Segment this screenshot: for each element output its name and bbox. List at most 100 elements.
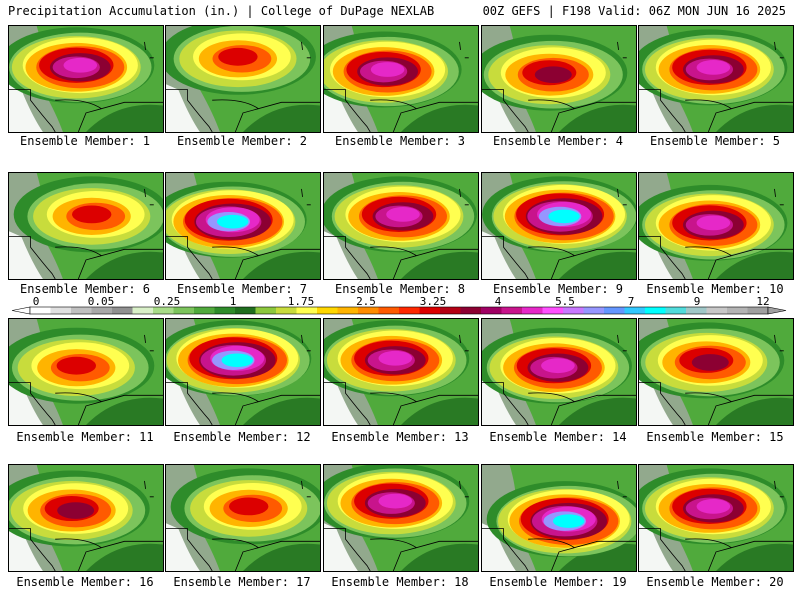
- border-line: [707, 401, 732, 425]
- precip-map: [639, 319, 793, 425]
- border-line: [685, 392, 793, 403]
- border-line: [166, 528, 213, 571]
- border-line: [77, 108, 102, 132]
- border-line: [639, 528, 686, 571]
- border-line: [550, 255, 575, 279]
- colorbar-swatch: [399, 307, 420, 314]
- precip-contour: [378, 350, 413, 366]
- member-label: Ensemble Member: 8: [334, 282, 466, 296]
- precip-map: [9, 26, 163, 132]
- colorbar-swatch: [132, 307, 154, 314]
- border-line: [528, 392, 636, 403]
- colorbar-tick-label: 7: [628, 296, 635, 308]
- precip-contour: [696, 60, 731, 75]
- border-line: [528, 246, 636, 257]
- precip-contour: [72, 205, 112, 224]
- border-line: [707, 547, 732, 571]
- colorbar-tick-label: 3.25: [420, 296, 447, 308]
- precip-contour: [548, 209, 580, 224]
- border-line: [685, 538, 793, 549]
- border-line: [55, 538, 163, 549]
- precip-map: [482, 465, 636, 571]
- colorbar-swatch: [91, 307, 113, 314]
- colorbar-tick-label: 2.5: [356, 296, 376, 308]
- border-line: [234, 401, 259, 425]
- border-line: [707, 108, 732, 132]
- border-line: [324, 382, 371, 425]
- border-line: [55, 392, 163, 403]
- chart-title: Precipitation Accumulation (in.) | Colle…: [8, 4, 435, 18]
- color-scale-bar: 0 0.05 0.25 1 1.75 2.5 3.25 4 5.5 7 9 12: [11, 296, 787, 315]
- precip-map: [9, 173, 163, 279]
- border-line: [482, 528, 529, 571]
- colorbar-swatch: [665, 307, 687, 314]
- member-map-panel: [165, 172, 321, 280]
- precip-map: [639, 465, 793, 571]
- precip-map: [639, 26, 793, 132]
- colorbar-swatch: [563, 307, 584, 314]
- member-label: Ensemble Member: 5: [649, 134, 781, 148]
- border-line: [528, 99, 636, 110]
- border-line: [234, 547, 259, 571]
- border-line: [685, 99, 793, 110]
- colorbar-swatch: [747, 307, 769, 314]
- border-line: [639, 382, 686, 425]
- precip-map: [166, 465, 320, 571]
- member-label: Ensemble Member: 4: [492, 134, 624, 148]
- colorbar-tick-label: 4: [495, 296, 502, 308]
- member-map-panel: [323, 25, 479, 133]
- member-label: Ensemble Member: 16: [16, 575, 154, 589]
- precip-contour: [696, 499, 731, 514]
- border-line: [234, 255, 259, 279]
- precip-map: [482, 26, 636, 132]
- precip-contour: [56, 356, 96, 375]
- border-line: [9, 382, 56, 425]
- precip-map: [482, 173, 636, 279]
- colorbar-tick-label: 5.5: [555, 296, 575, 308]
- precip-contour: [553, 514, 585, 528]
- precip-map: [324, 26, 478, 132]
- border-line: [528, 538, 636, 549]
- member-map-panel: [8, 172, 164, 280]
- member-map-panel: [323, 318, 479, 426]
- border-line: [324, 236, 371, 279]
- colorbar-swatch: [440, 307, 461, 314]
- colorbar-swatch: [542, 307, 564, 314]
- border-line: [550, 401, 575, 425]
- precip-contour: [221, 353, 253, 368]
- colorbar-swatch: [255, 307, 277, 314]
- colorbar-tick-label: 12: [756, 296, 769, 308]
- member-map-panel: [323, 464, 479, 572]
- precip-contour: [370, 62, 405, 77]
- border-line: [482, 236, 529, 279]
- member-label: Ensemble Member: 2: [176, 134, 308, 148]
- precip-contour: [378, 493, 413, 509]
- border-line: [55, 246, 163, 257]
- precip-map: [166, 319, 320, 425]
- colorbar-swatch: [727, 307, 748, 314]
- precip-map: [324, 465, 478, 571]
- member-map-panel: [638, 318, 794, 426]
- colorbar-swatch: [235, 307, 256, 314]
- colorbar-tick-label: 1: [230, 296, 237, 308]
- colorbar-arrow-right: [767, 306, 787, 315]
- border-line: [166, 89, 213, 132]
- colorbar-swatch: [460, 307, 482, 314]
- precip-contour: [57, 502, 95, 519]
- colorbar-swatch: [30, 307, 51, 314]
- member-map-panel: [323, 172, 479, 280]
- border-line: [639, 89, 686, 132]
- colorbar-swatch: [604, 307, 625, 314]
- colorbar-swatch: [337, 307, 359, 314]
- precip-contour: [534, 66, 572, 83]
- border-line: [482, 382, 529, 425]
- member-map-panel: [638, 25, 794, 133]
- colorbar-tick-label: 0.05: [88, 296, 115, 308]
- member-map-panel: [481, 464, 637, 572]
- border-line: [234, 108, 259, 132]
- colorbar-swatch: [624, 307, 646, 314]
- colorbar-swatch: [112, 307, 133, 314]
- colorbar-swatch: [522, 307, 543, 314]
- colorbar-arrow-left: [11, 306, 31, 315]
- colorbar-tick-label: 1.75: [288, 296, 315, 308]
